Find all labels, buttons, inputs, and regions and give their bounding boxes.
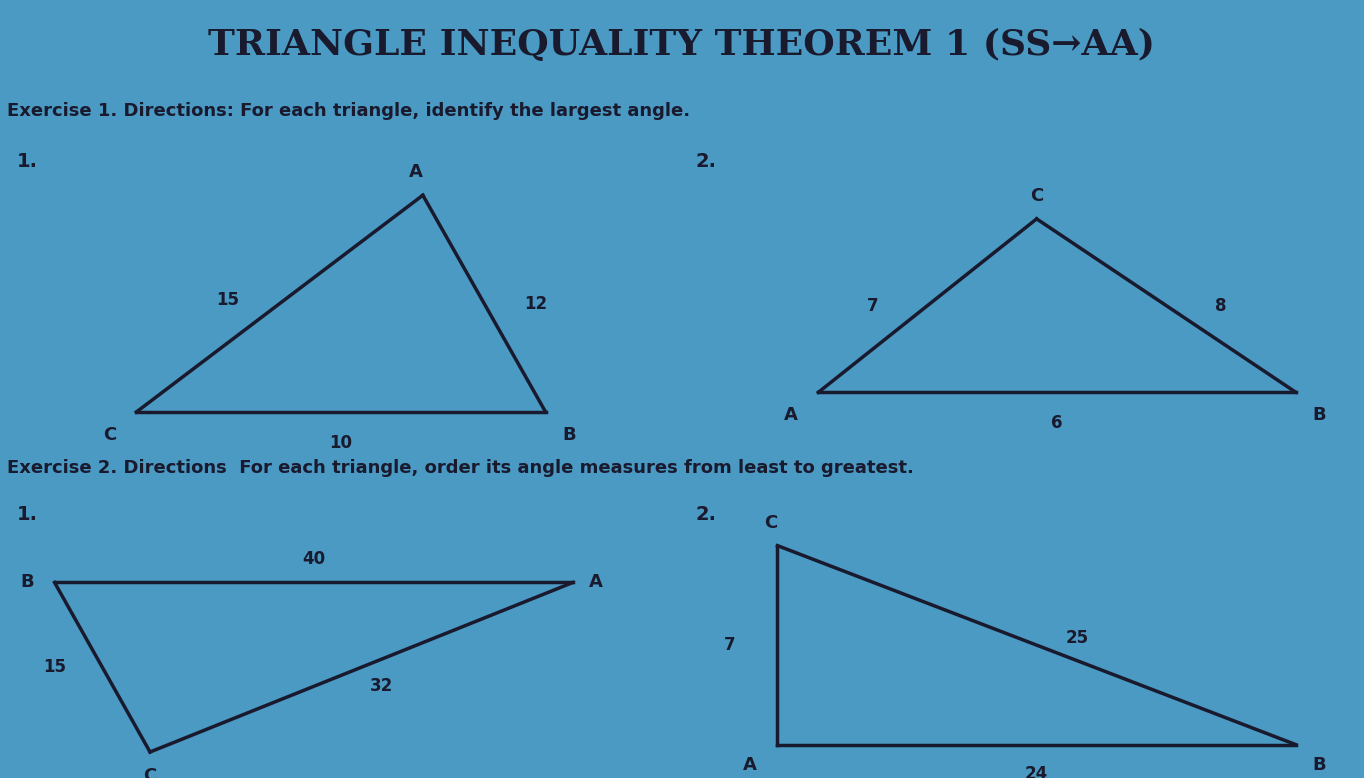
Text: 2.: 2. (696, 505, 716, 524)
Text: 6: 6 (1052, 415, 1063, 433)
Text: A: A (784, 406, 798, 425)
Text: TRIANGLE INEQUALITY THEOREM 1 (SS→AA): TRIANGLE INEQUALITY THEOREM 1 (SS→AA) (209, 28, 1155, 61)
Text: 32: 32 (370, 677, 394, 695)
Text: 8: 8 (1215, 296, 1226, 314)
Text: 7: 7 (724, 636, 735, 654)
Text: C: C (764, 514, 777, 532)
Text: 10: 10 (330, 434, 352, 452)
Text: C: C (1030, 187, 1043, 205)
Text: 15: 15 (217, 291, 239, 309)
Text: 1.: 1. (16, 152, 37, 171)
Text: 12: 12 (525, 295, 547, 313)
Text: A: A (743, 755, 757, 773)
Text: C: C (143, 767, 157, 778)
Text: 1.: 1. (16, 505, 37, 524)
Text: 7: 7 (868, 296, 878, 314)
Text: 40: 40 (303, 550, 325, 568)
Text: B: B (1312, 755, 1326, 773)
Text: Exercise 2. Directions  For each triangle, order its angle measures from least t: Exercise 2. Directions For each triangle… (7, 458, 914, 477)
Text: B: B (20, 573, 34, 591)
Text: B: B (562, 426, 576, 444)
Text: A: A (589, 573, 603, 591)
Text: A: A (409, 163, 423, 181)
Text: 2.: 2. (696, 152, 716, 171)
Text: 25: 25 (1067, 629, 1088, 647)
Text: B: B (1312, 406, 1326, 425)
Text: 24: 24 (1024, 766, 1049, 778)
Text: 15: 15 (44, 658, 65, 676)
Text: C: C (102, 426, 116, 444)
Text: Exercise 1. Directions: For each triangle, identify the largest angle.: Exercise 1. Directions: For each triangl… (7, 102, 690, 120)
